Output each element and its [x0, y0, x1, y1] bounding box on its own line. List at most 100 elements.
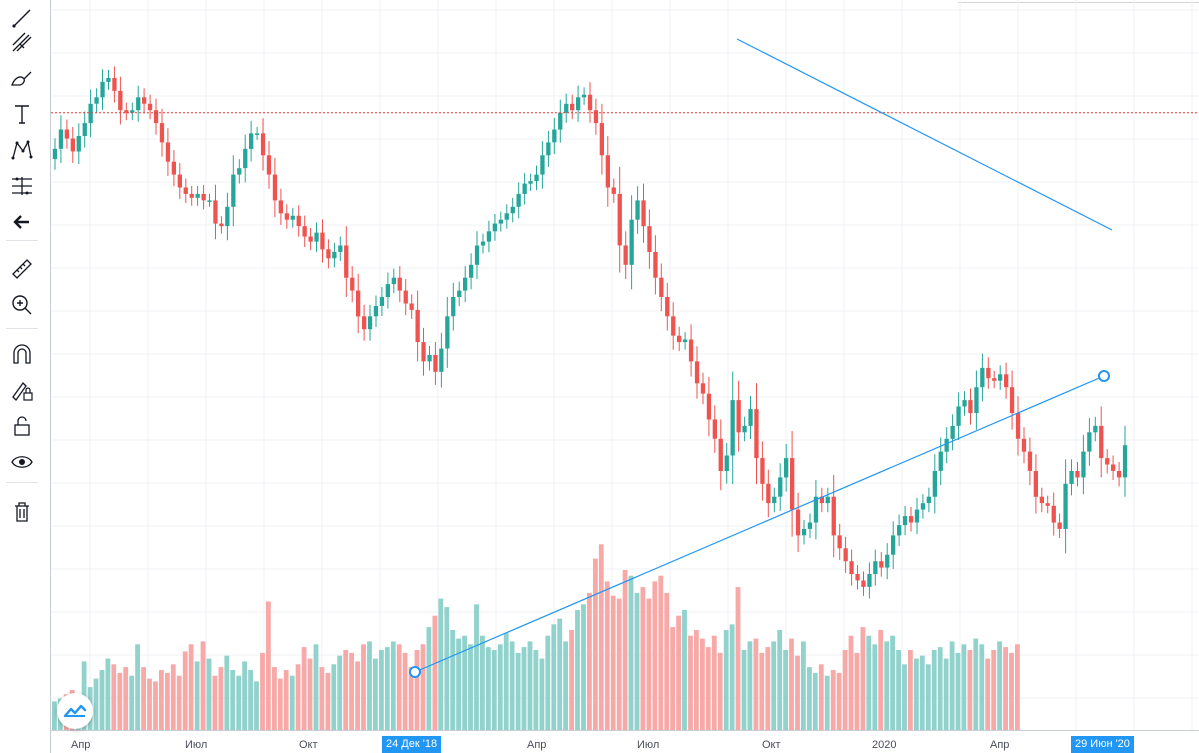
candle-body [219, 223, 224, 227]
candle-body [659, 277, 664, 297]
volume-bar [705, 647, 711, 730]
magnet-tool-button[interactable] [4, 338, 40, 370]
trend-line-tool-button[interactable] [4, 2, 40, 34]
volume-bar [111, 664, 117, 730]
volume-bar [741, 650, 747, 730]
candle-body [284, 213, 289, 220]
candle-body [694, 361, 700, 384]
candle-body [760, 458, 765, 484]
volume-bar [515, 652, 521, 730]
candle-body [986, 367, 991, 379]
candle-body [920, 503, 926, 510]
volume-bar [367, 641, 372, 730]
candle-body [326, 249, 331, 259]
volume-bar [396, 644, 402, 730]
brush-tool-button[interactable] [4, 62, 40, 94]
candle-body [320, 232, 325, 250]
tradingview-logo-button[interactable] [57, 693, 93, 729]
magnet-icon [13, 344, 31, 364]
prediction-icon [12, 177, 32, 195]
candle-body [397, 277, 402, 291]
volume-bar [943, 658, 949, 730]
trash-tool-button[interactable] [4, 496, 40, 528]
volume-bar [949, 641, 955, 730]
volume-bar [747, 641, 753, 730]
volume-bar [355, 661, 360, 730]
volume-bar [628, 575, 634, 730]
candle-body [469, 264, 474, 278]
candle-body [480, 241, 486, 246]
candle-body [617, 193, 622, 246]
candle-body [1051, 505, 1056, 523]
zoom-in-icon [12, 295, 32, 315]
prediction-tool-button[interactable] [4, 170, 40, 202]
candle-body [213, 200, 218, 224]
volume-bar [182, 651, 188, 730]
crosshair-start-date-badge: 24 Дек '18 [382, 736, 442, 753]
volume-bar [420, 644, 426, 730]
volume-bar [533, 650, 539, 730]
volume-bar [432, 615, 438, 730]
volume-bar [390, 641, 396, 730]
volume-bar [878, 630, 884, 730]
ruler-tool-button[interactable] [4, 253, 40, 285]
candle-body [552, 129, 557, 143]
volume-bar [349, 652, 354, 730]
candle-body [260, 133, 266, 156]
eye-tool-button[interactable] [4, 446, 40, 478]
volume-bar [242, 661, 247, 730]
volume-bar [486, 647, 491, 730]
volume-bar [973, 638, 979, 730]
candle-body [671, 316, 676, 336]
candle-body [255, 133, 260, 135]
volume-bar [622, 570, 628, 730]
candle-body [421, 342, 426, 362]
candle-body [772, 496, 777, 504]
candle-body [766, 483, 771, 504]
candle-body [897, 525, 902, 536]
candle-body [290, 215, 295, 220]
pitchfork-tool-button[interactable] [4, 26, 40, 58]
lock-drawing-tool-button[interactable] [4, 374, 40, 406]
volume-bar [824, 675, 830, 730]
ascending-trendline [414, 375, 1105, 673]
candle-body [908, 516, 914, 523]
volume-bar [230, 670, 236, 730]
candle-body [813, 496, 819, 523]
text-tool-button[interactable] [4, 98, 40, 130]
candle-body [243, 148, 248, 169]
volume-bar [557, 618, 563, 730]
candle-body [968, 400, 973, 413]
volume-bar [925, 664, 931, 730]
volume-bar [402, 652, 408, 730]
candle-body [486, 231, 492, 242]
volume-bar [176, 675, 182, 730]
x-axis-tick-label: Июл [637, 739, 660, 751]
candle-body [159, 123, 165, 143]
volume-bar [206, 658, 212, 730]
candle-body [445, 316, 450, 349]
back-arrow-tool-button[interactable] [4, 206, 40, 238]
volume-bar [985, 658, 991, 730]
candle-body [94, 97, 99, 104]
zoom-in-tool-button[interactable] [4, 289, 40, 321]
candle-body [784, 458, 789, 478]
volume-bar [254, 681, 259, 730]
candle-body [409, 303, 414, 310]
volume-bar [830, 670, 836, 730]
candle-body [367, 316, 373, 330]
volume-bar [497, 644, 503, 730]
volume-bar [610, 595, 616, 730]
logo-icon [63, 704, 87, 718]
candle-body [427, 355, 432, 362]
unlock-tool-button[interactable] [4, 410, 40, 442]
toolbar-separator [6, 328, 38, 329]
candle-body [587, 94, 593, 111]
volume-bar [682, 610, 687, 730]
pattern-tool-button[interactable] [4, 134, 40, 166]
candle-body [195, 193, 200, 198]
candle-body [457, 290, 462, 297]
volume-bar [955, 652, 961, 730]
candle-body [795, 509, 801, 536]
